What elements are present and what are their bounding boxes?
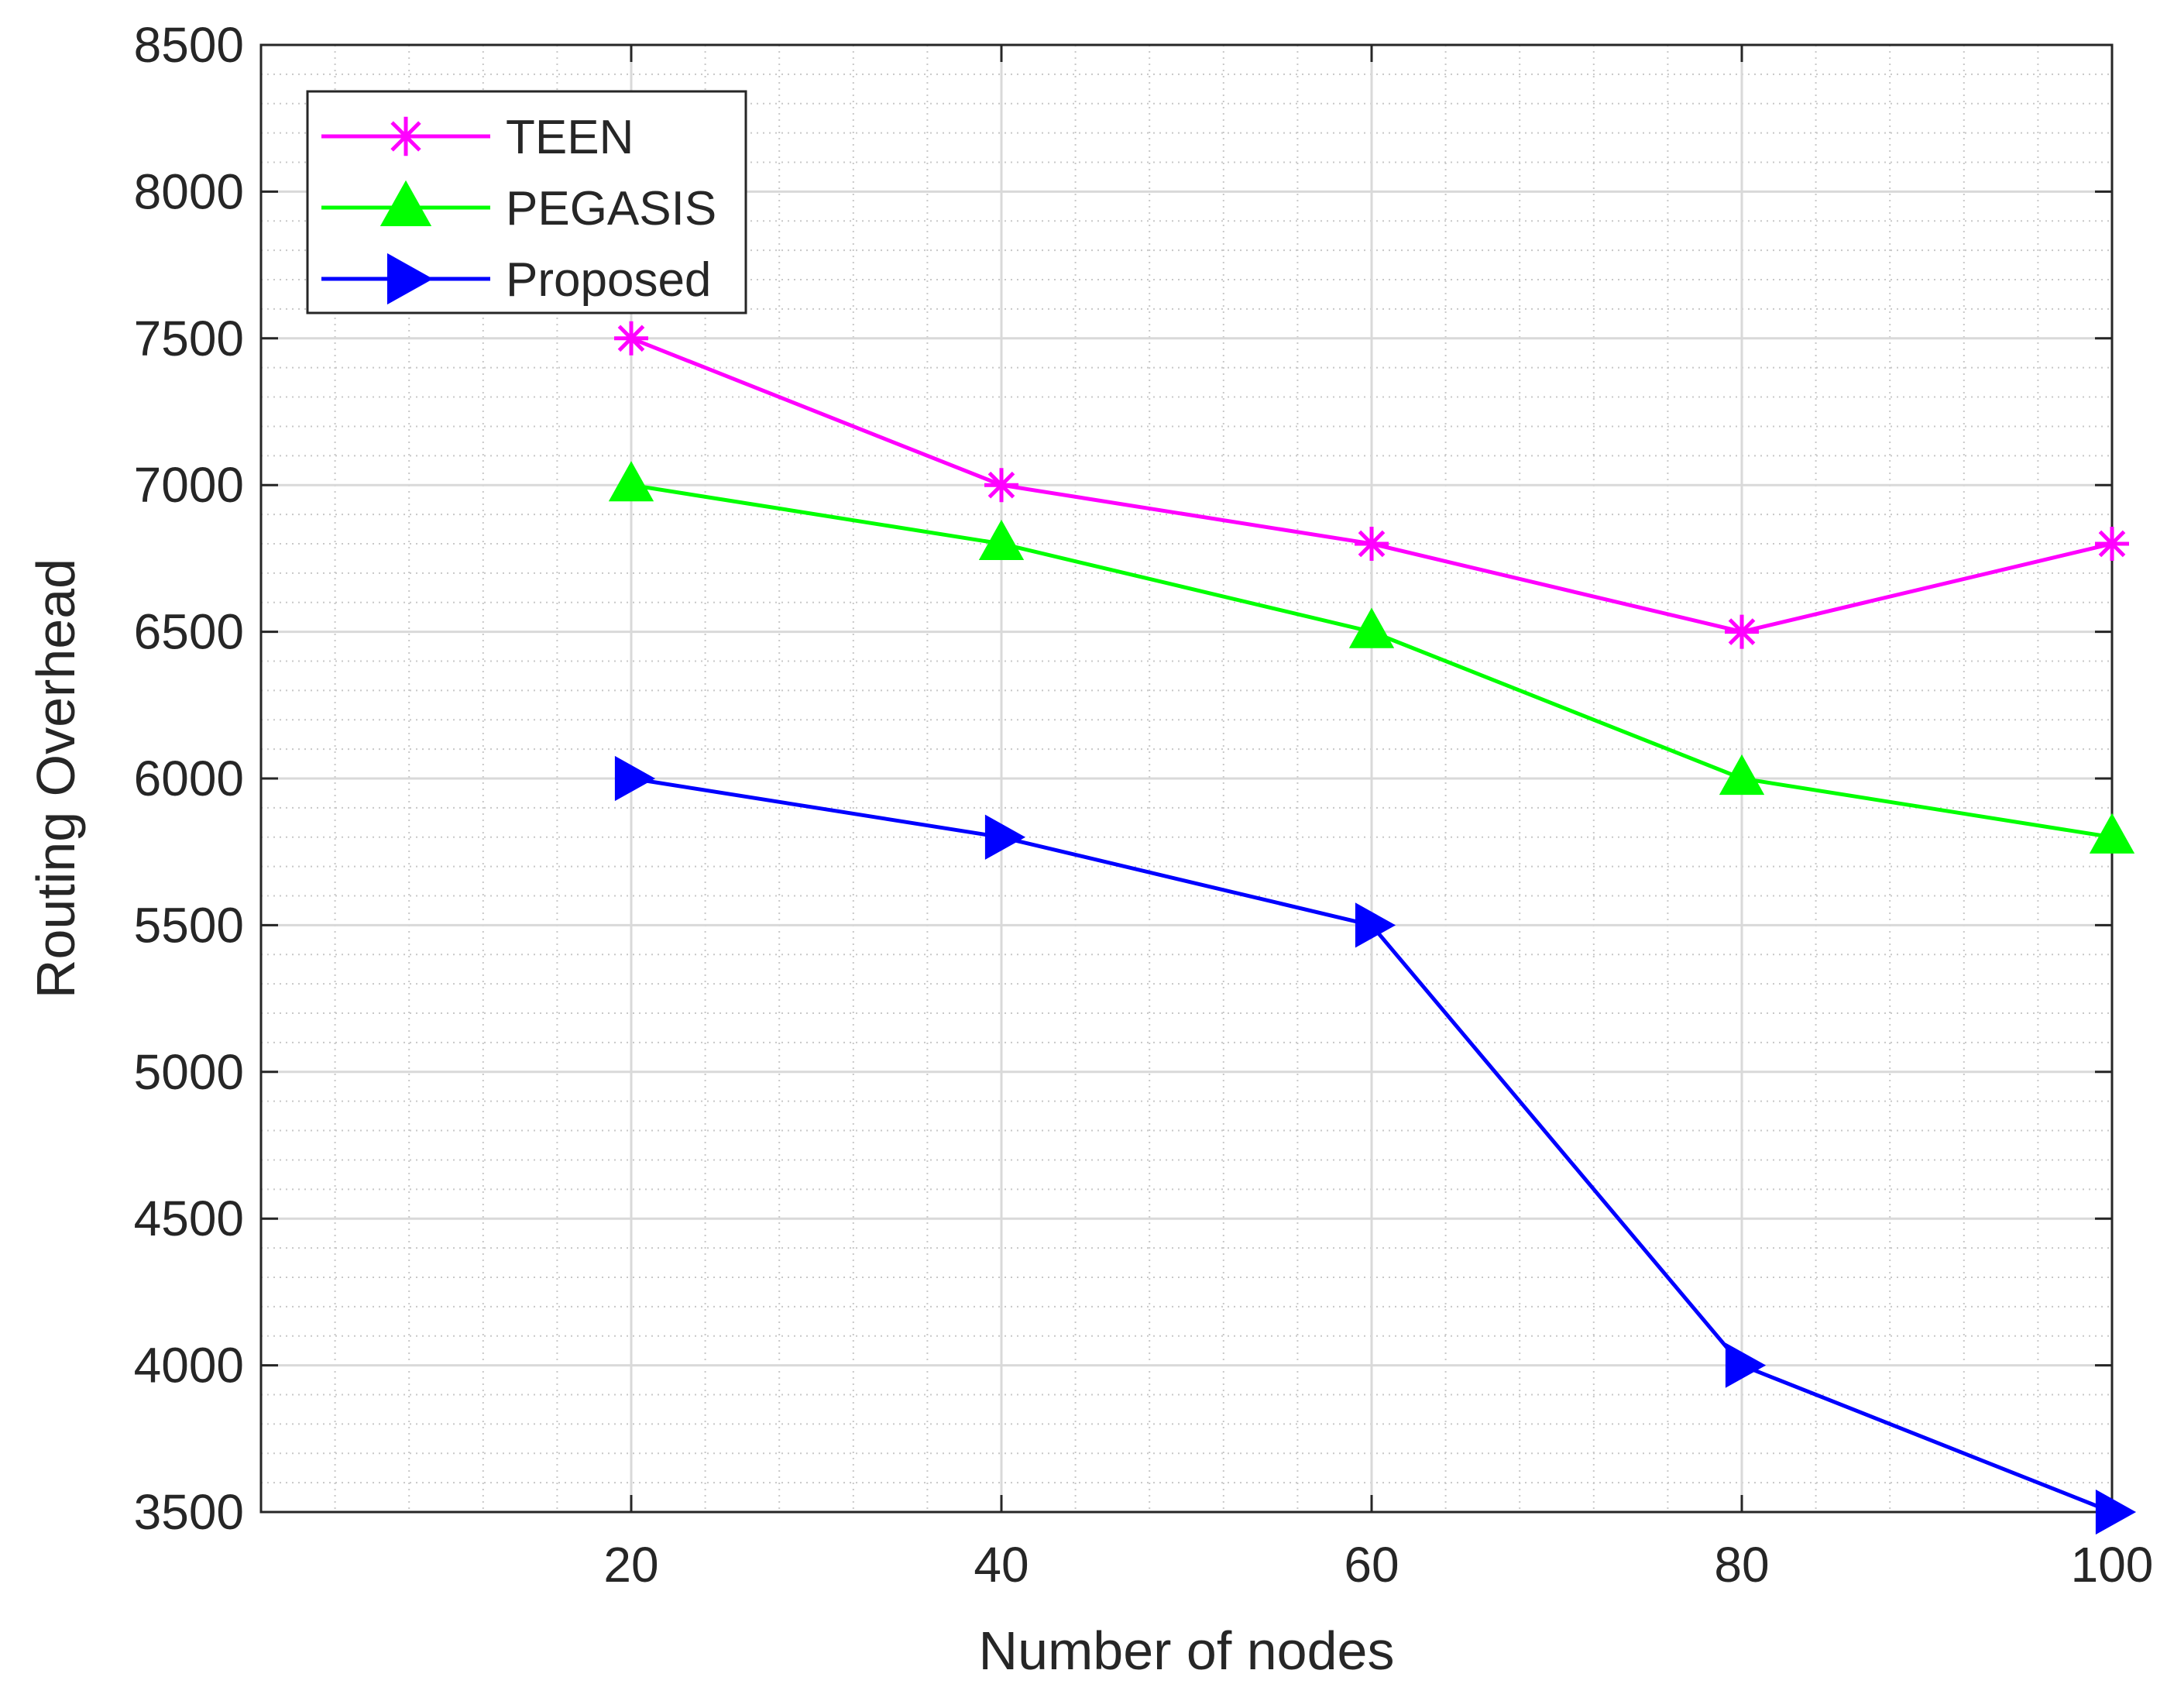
- asterisk-stroke: [987, 471, 1015, 499]
- data-point-proposed: [2095, 1489, 2137, 1535]
- data-point-pegasis: [2089, 813, 2135, 854]
- legend-marker-teen: [386, 116, 426, 156]
- series-teen: [614, 321, 2129, 649]
- data-point-teen: [1725, 614, 1759, 649]
- legend-marker-pegasis: [379, 180, 432, 227]
- legend-label-proposed: Proposed: [506, 253, 711, 307]
- series-pegasis: [608, 461, 2135, 854]
- data-point-proposed: [984, 814, 1026, 860]
- x-tick-label: 60: [1344, 1537, 1399, 1593]
- legend-label-pegasis: PEGASIS: [506, 182, 716, 235]
- data-point-pegasis: [978, 519, 1025, 561]
- data-point-pegasis: [608, 461, 654, 502]
- y-tick-label: 4500: [134, 1191, 244, 1246]
- asterisk-stroke: [617, 325, 645, 352]
- data-point-pegasis: [1348, 607, 1395, 648]
- tick-marks: [261, 43, 2114, 1514]
- plot-area: 20 40 60 80 100 3500 4000 4500 5000 5500 6000 6500 7…: [134, 17, 2154, 1593]
- asterisk-stroke: [1728, 618, 1756, 645]
- data-point-teen: [614, 321, 648, 356]
- y-axis-title: Routing Overhead: [26, 558, 86, 998]
- data-point-teen: [2095, 526, 2129, 561]
- y-tick-label: 3500: [134, 1484, 244, 1540]
- y-tick-label: 5000: [134, 1044, 244, 1100]
- y-tick-label: 7000: [134, 457, 244, 513]
- data-point-proposed: [614, 755, 656, 802]
- legend-item-pegasis: PEGASIS: [321, 180, 716, 235]
- asterisk-stroke: [390, 121, 421, 152]
- y-tick-label: 5500: [134, 897, 244, 953]
- x-tick-label: 80: [1714, 1537, 1769, 1593]
- y-tick-label: 7500: [134, 311, 244, 366]
- data-point-pegasis: [1719, 754, 1765, 796]
- legend-item-teen: TEEN: [321, 111, 634, 164]
- legend-label-teen: TEEN: [506, 111, 634, 164]
- data-point-teen: [1355, 526, 1389, 561]
- y-tick-label: 8000: [134, 163, 244, 219]
- data-point-teen: [984, 468, 1018, 503]
- legend-box: [306, 90, 747, 314]
- asterisk-stroke: [2098, 530, 2126, 558]
- data-point-proposed: [1725, 1342, 1767, 1388]
- y-tick-label: 4000: [134, 1338, 244, 1394]
- x-tick-label: 20: [603, 1537, 658, 1593]
- series-proposed: [614, 755, 2137, 1535]
- y-tick-label: 8500: [134, 17, 244, 73]
- data-point-proposed: [1355, 902, 1396, 948]
- y-tick-label: 6000: [134, 751, 244, 806]
- legend-item-proposed: Proposed: [321, 253, 711, 307]
- asterisk-stroke: [1358, 530, 1386, 558]
- x-axis-title: Number of nodes: [979, 1620, 1395, 1681]
- x-tick-label: 100: [2071, 1537, 2154, 1593]
- legend: TEEN PEGASIS Proposed: [306, 90, 747, 314]
- legend-marker-proposed: [386, 253, 434, 305]
- y-tick-label: 6500: [134, 604, 244, 660]
- x-tick-label: 40: [974, 1537, 1029, 1593]
